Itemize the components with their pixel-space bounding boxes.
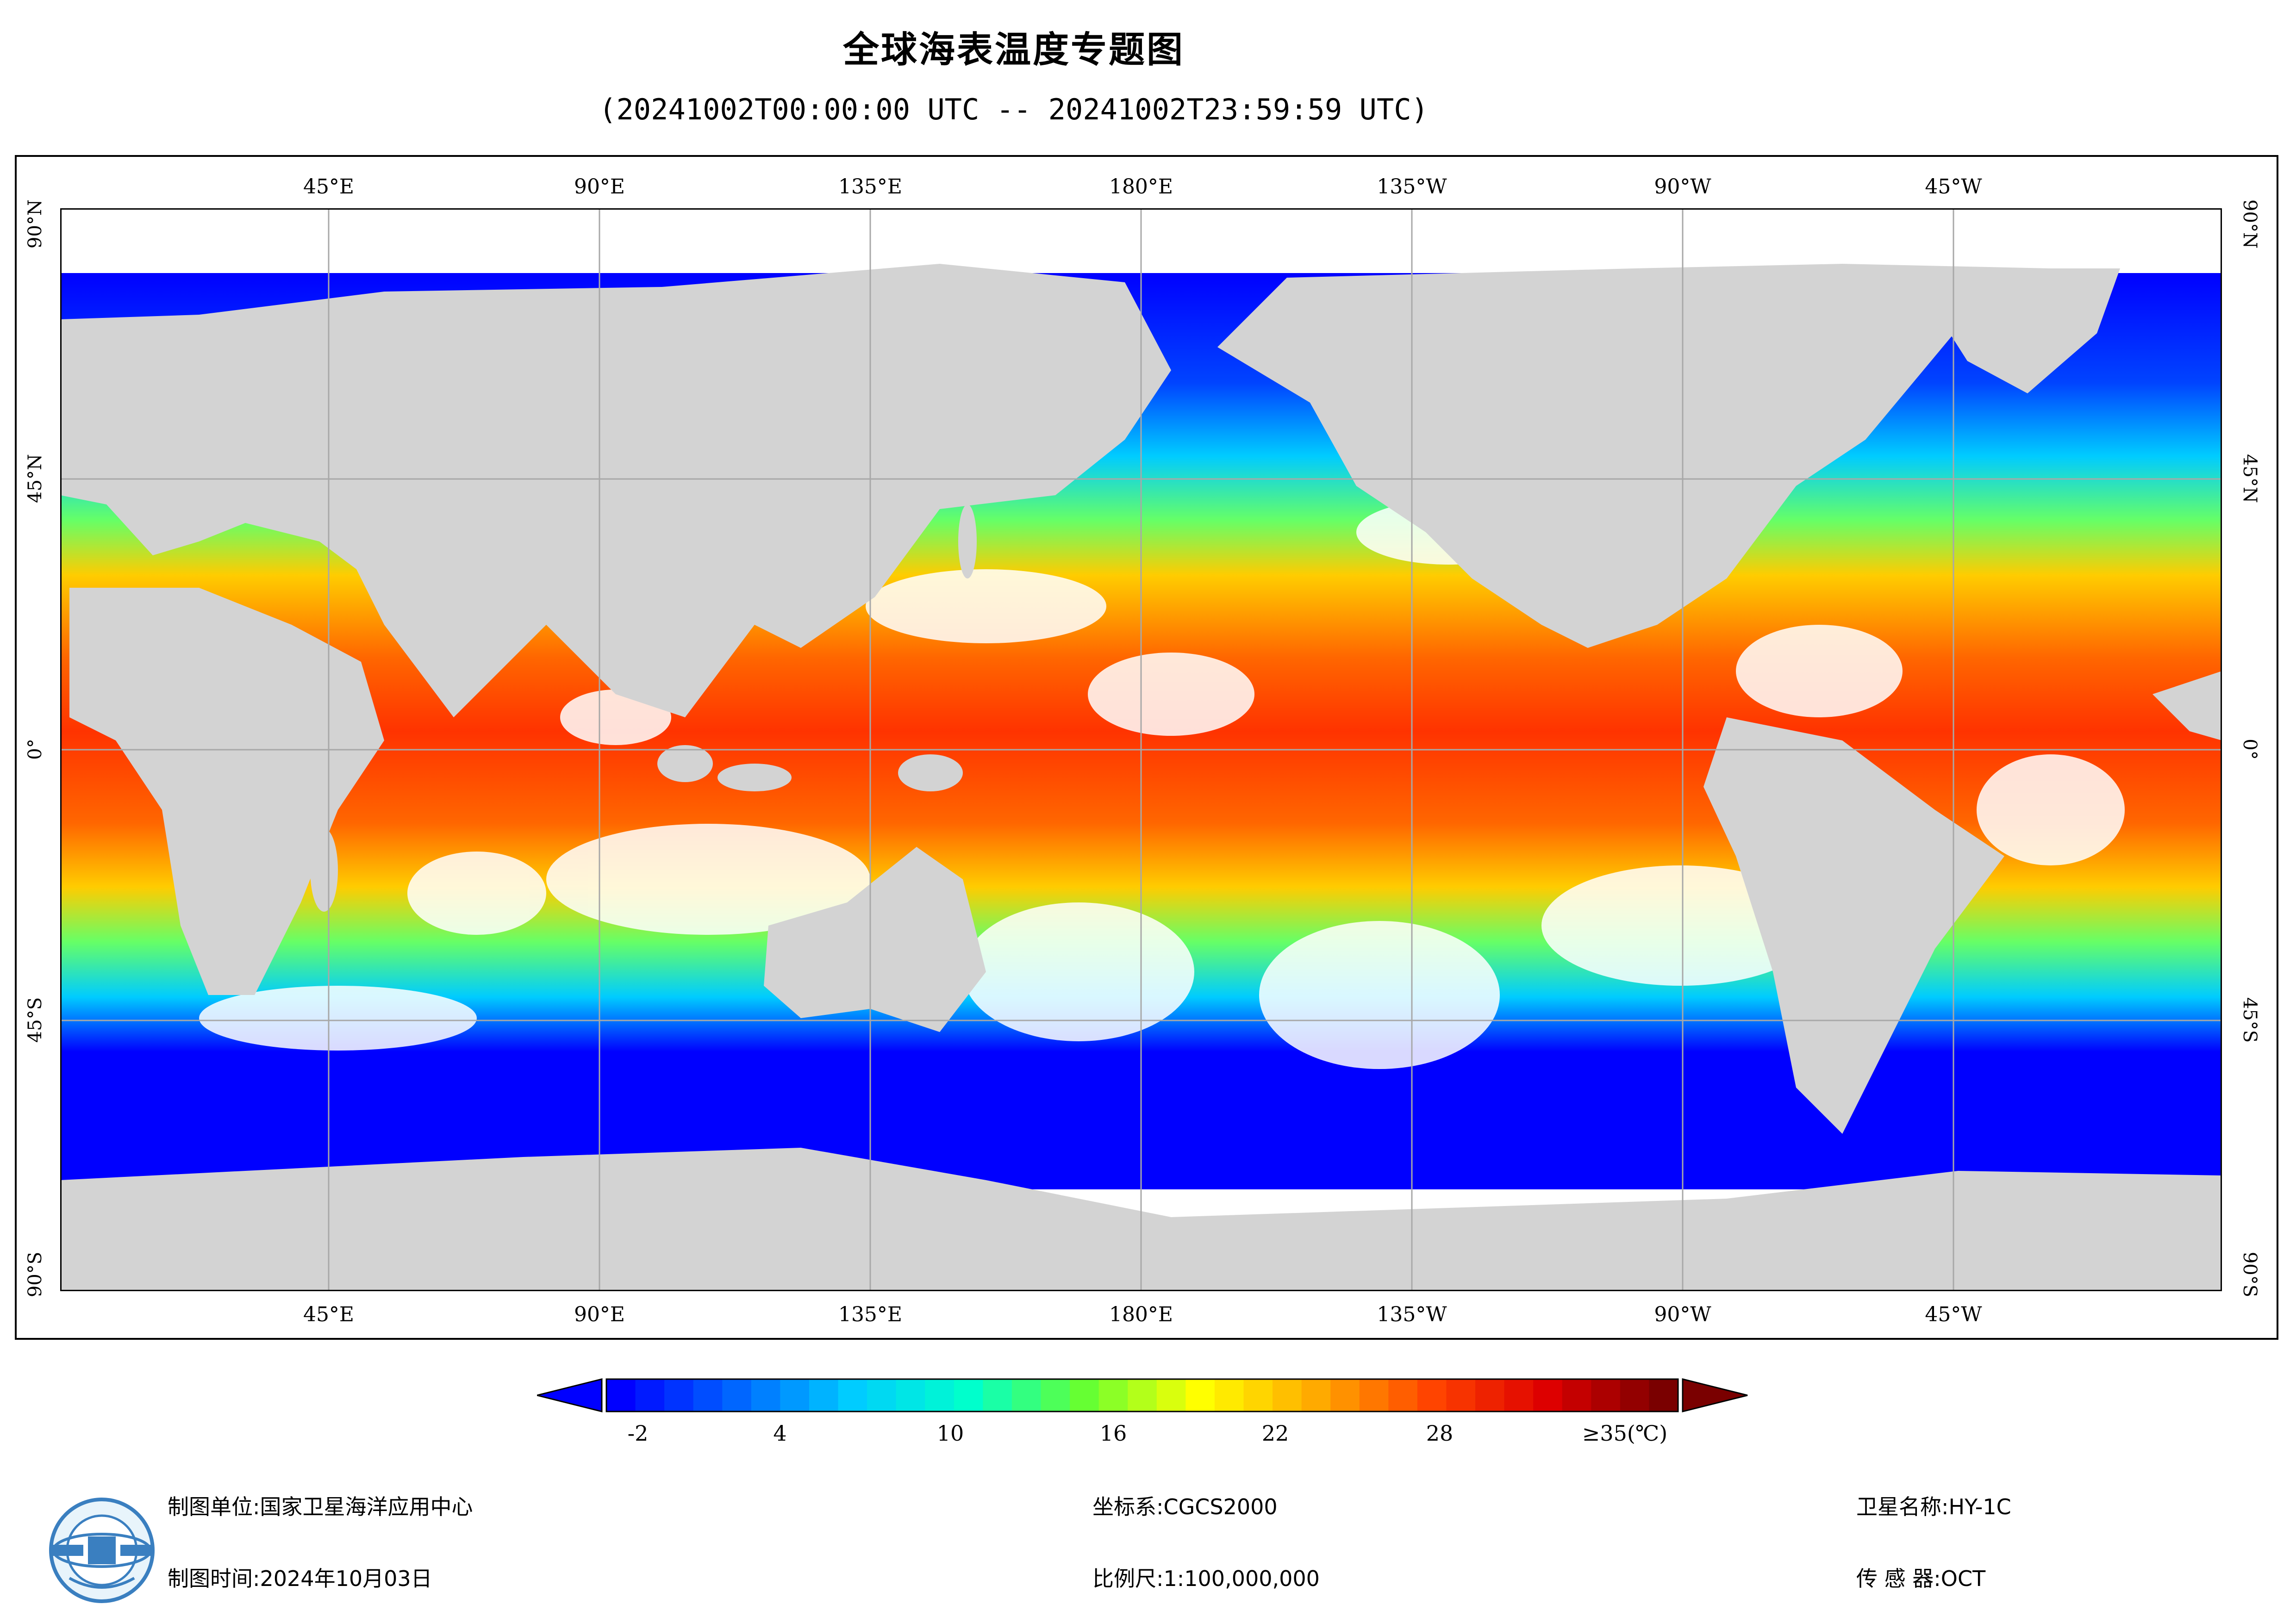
- colorbar-border: [605, 1378, 1679, 1412]
- sst-map: [60, 208, 2222, 1291]
- colorbar-cell: [954, 1379, 983, 1412]
- colorbar-cell: [1504, 1379, 1534, 1412]
- temperature-colorbar: [537, 1378, 1748, 1412]
- colorbar-tick: -2: [627, 1421, 649, 1446]
- colorbar-cell: [983, 1379, 1012, 1412]
- colorbar-cell: [1533, 1379, 1563, 1412]
- colorbar-cell: [1562, 1379, 1591, 1412]
- mapping-unit-label: 制图单位:国家卫星海洋应用中心: [168, 1494, 473, 1519]
- colorbar-cell: [664, 1379, 694, 1412]
- colorbar-tick: 22: [1261, 1421, 1289, 1446]
- colorbar-cell: [1011, 1379, 1042, 1412]
- left-lat-label: 45°S: [25, 997, 46, 1043]
- colorbar-cell: [1591, 1379, 1621, 1412]
- colorbar-cell: [693, 1379, 723, 1412]
- colorbar-tick: 10: [936, 1421, 964, 1446]
- bottom-lon-label: 45°E: [303, 1303, 355, 1326]
- colorbar-tick: ≥35(℃): [1582, 1421, 1668, 1446]
- bottom-lon-label: 135°E: [838, 1303, 903, 1326]
- colorbar-cells: [605, 1378, 1679, 1412]
- colorbar-min-arrow: [537, 1378, 603, 1412]
- left-lat-label: 45°N: [25, 454, 46, 503]
- colorbar-cell: [1214, 1379, 1244, 1412]
- colorbar-cell: [1070, 1379, 1099, 1412]
- colorbar-cell: [1185, 1379, 1215, 1412]
- colorbar-cell: [1098, 1379, 1128, 1412]
- bottom-lon-label: 90°E: [574, 1303, 625, 1326]
- bottom-lon-label: 135°W: [1377, 1303, 1447, 1326]
- top-lon-label: 135°W: [1377, 175, 1447, 199]
- top-lon-label: 45°E: [303, 175, 355, 199]
- colorbar-cell: [1273, 1379, 1302, 1412]
- colorbar-cell: [780, 1379, 810, 1412]
- sensor-label: 传 感 器:OCT: [1856, 1566, 1986, 1591]
- right-lat-label: 45°N: [2239, 454, 2260, 503]
- colorbar-cell: [925, 1379, 955, 1412]
- agency-logo-icon: [49, 1498, 155, 1603]
- right-lat-label: 90°N: [2239, 199, 2260, 249]
- colorbar-cell: [1243, 1379, 1273, 1412]
- bottom-lon-label: 45°W: [1925, 1303, 1982, 1326]
- colorbar-cell: [606, 1379, 636, 1412]
- colorbar-cell: [809, 1379, 839, 1412]
- top-lon-label: 45°W: [1925, 175, 1982, 199]
- colorbar-cell: [1359, 1379, 1389, 1412]
- land-masses: [60, 264, 2222, 1291]
- colorbar-cell: [1041, 1379, 1070, 1412]
- colorbar-cell: [1330, 1379, 1360, 1412]
- colorbar-cell: [1156, 1379, 1186, 1412]
- top-lon-label: 180°E: [1109, 175, 1173, 199]
- colorbar-tick: 16: [1099, 1421, 1127, 1446]
- colorbar-max-arrow: [1682, 1378, 1748, 1412]
- map-title: 全球海表温度专题图: [842, 29, 1185, 71]
- time-range-subtitle: (20241002T00:00:00 UTC -- 20241002T23:59…: [599, 93, 1429, 126]
- right-lat-label: 90°S: [2239, 1251, 2260, 1298]
- left-lat-label: 0°: [25, 739, 46, 760]
- right-lat-label: 45°S: [2239, 997, 2260, 1043]
- colorbar-cell: [1620, 1379, 1649, 1412]
- map-border: [60, 208, 2222, 1291]
- colorbar-cell: [1417, 1379, 1447, 1412]
- colorbar-cell: [1649, 1379, 1678, 1412]
- colorbar-tick: 28: [1426, 1421, 1454, 1446]
- colorbar-cell: [896, 1379, 925, 1412]
- colorbar-cell: [722, 1379, 752, 1412]
- top-lon-label: 135°E: [838, 175, 903, 199]
- right-lat-label: 0°: [2239, 739, 2260, 760]
- left-lat-label: 90°S: [25, 1251, 46, 1298]
- colorbar-tick: 4: [773, 1421, 787, 1446]
- colorbar-cell: [1388, 1379, 1418, 1412]
- map-frame: [15, 155, 2278, 1340]
- scale-label: 比例尺:1:100,000,000: [1092, 1566, 1320, 1591]
- colorbar-cell: [867, 1379, 897, 1412]
- colorbar-cell: [1128, 1379, 1157, 1412]
- colorbar-cell: [751, 1379, 780, 1412]
- colorbar-cell: [838, 1379, 867, 1412]
- top-lon-label: 90°W: [1654, 175, 1711, 199]
- bottom-lon-label: 90°W: [1654, 1303, 1711, 1326]
- top-lon-label: 90°E: [574, 175, 625, 199]
- mapping-time-label: 制图时间:2024年10月03日: [168, 1566, 432, 1591]
- colorbar-cell: [1446, 1379, 1476, 1412]
- satellite-name-label: 卫星名称:HY-1C: [1856, 1494, 2011, 1519]
- colorbar-cell: [1301, 1379, 1331, 1412]
- bottom-lon-label: 180°E: [1109, 1303, 1173, 1326]
- colorbar-cell: [1475, 1379, 1505, 1412]
- coordinate-system-label: 坐标系:CGCS2000: [1092, 1494, 1278, 1519]
- colorbar-cell: [635, 1379, 665, 1412]
- graticule-lines: [60, 208, 2222, 1291]
- left-lat-label: 90°N: [25, 199, 46, 249]
